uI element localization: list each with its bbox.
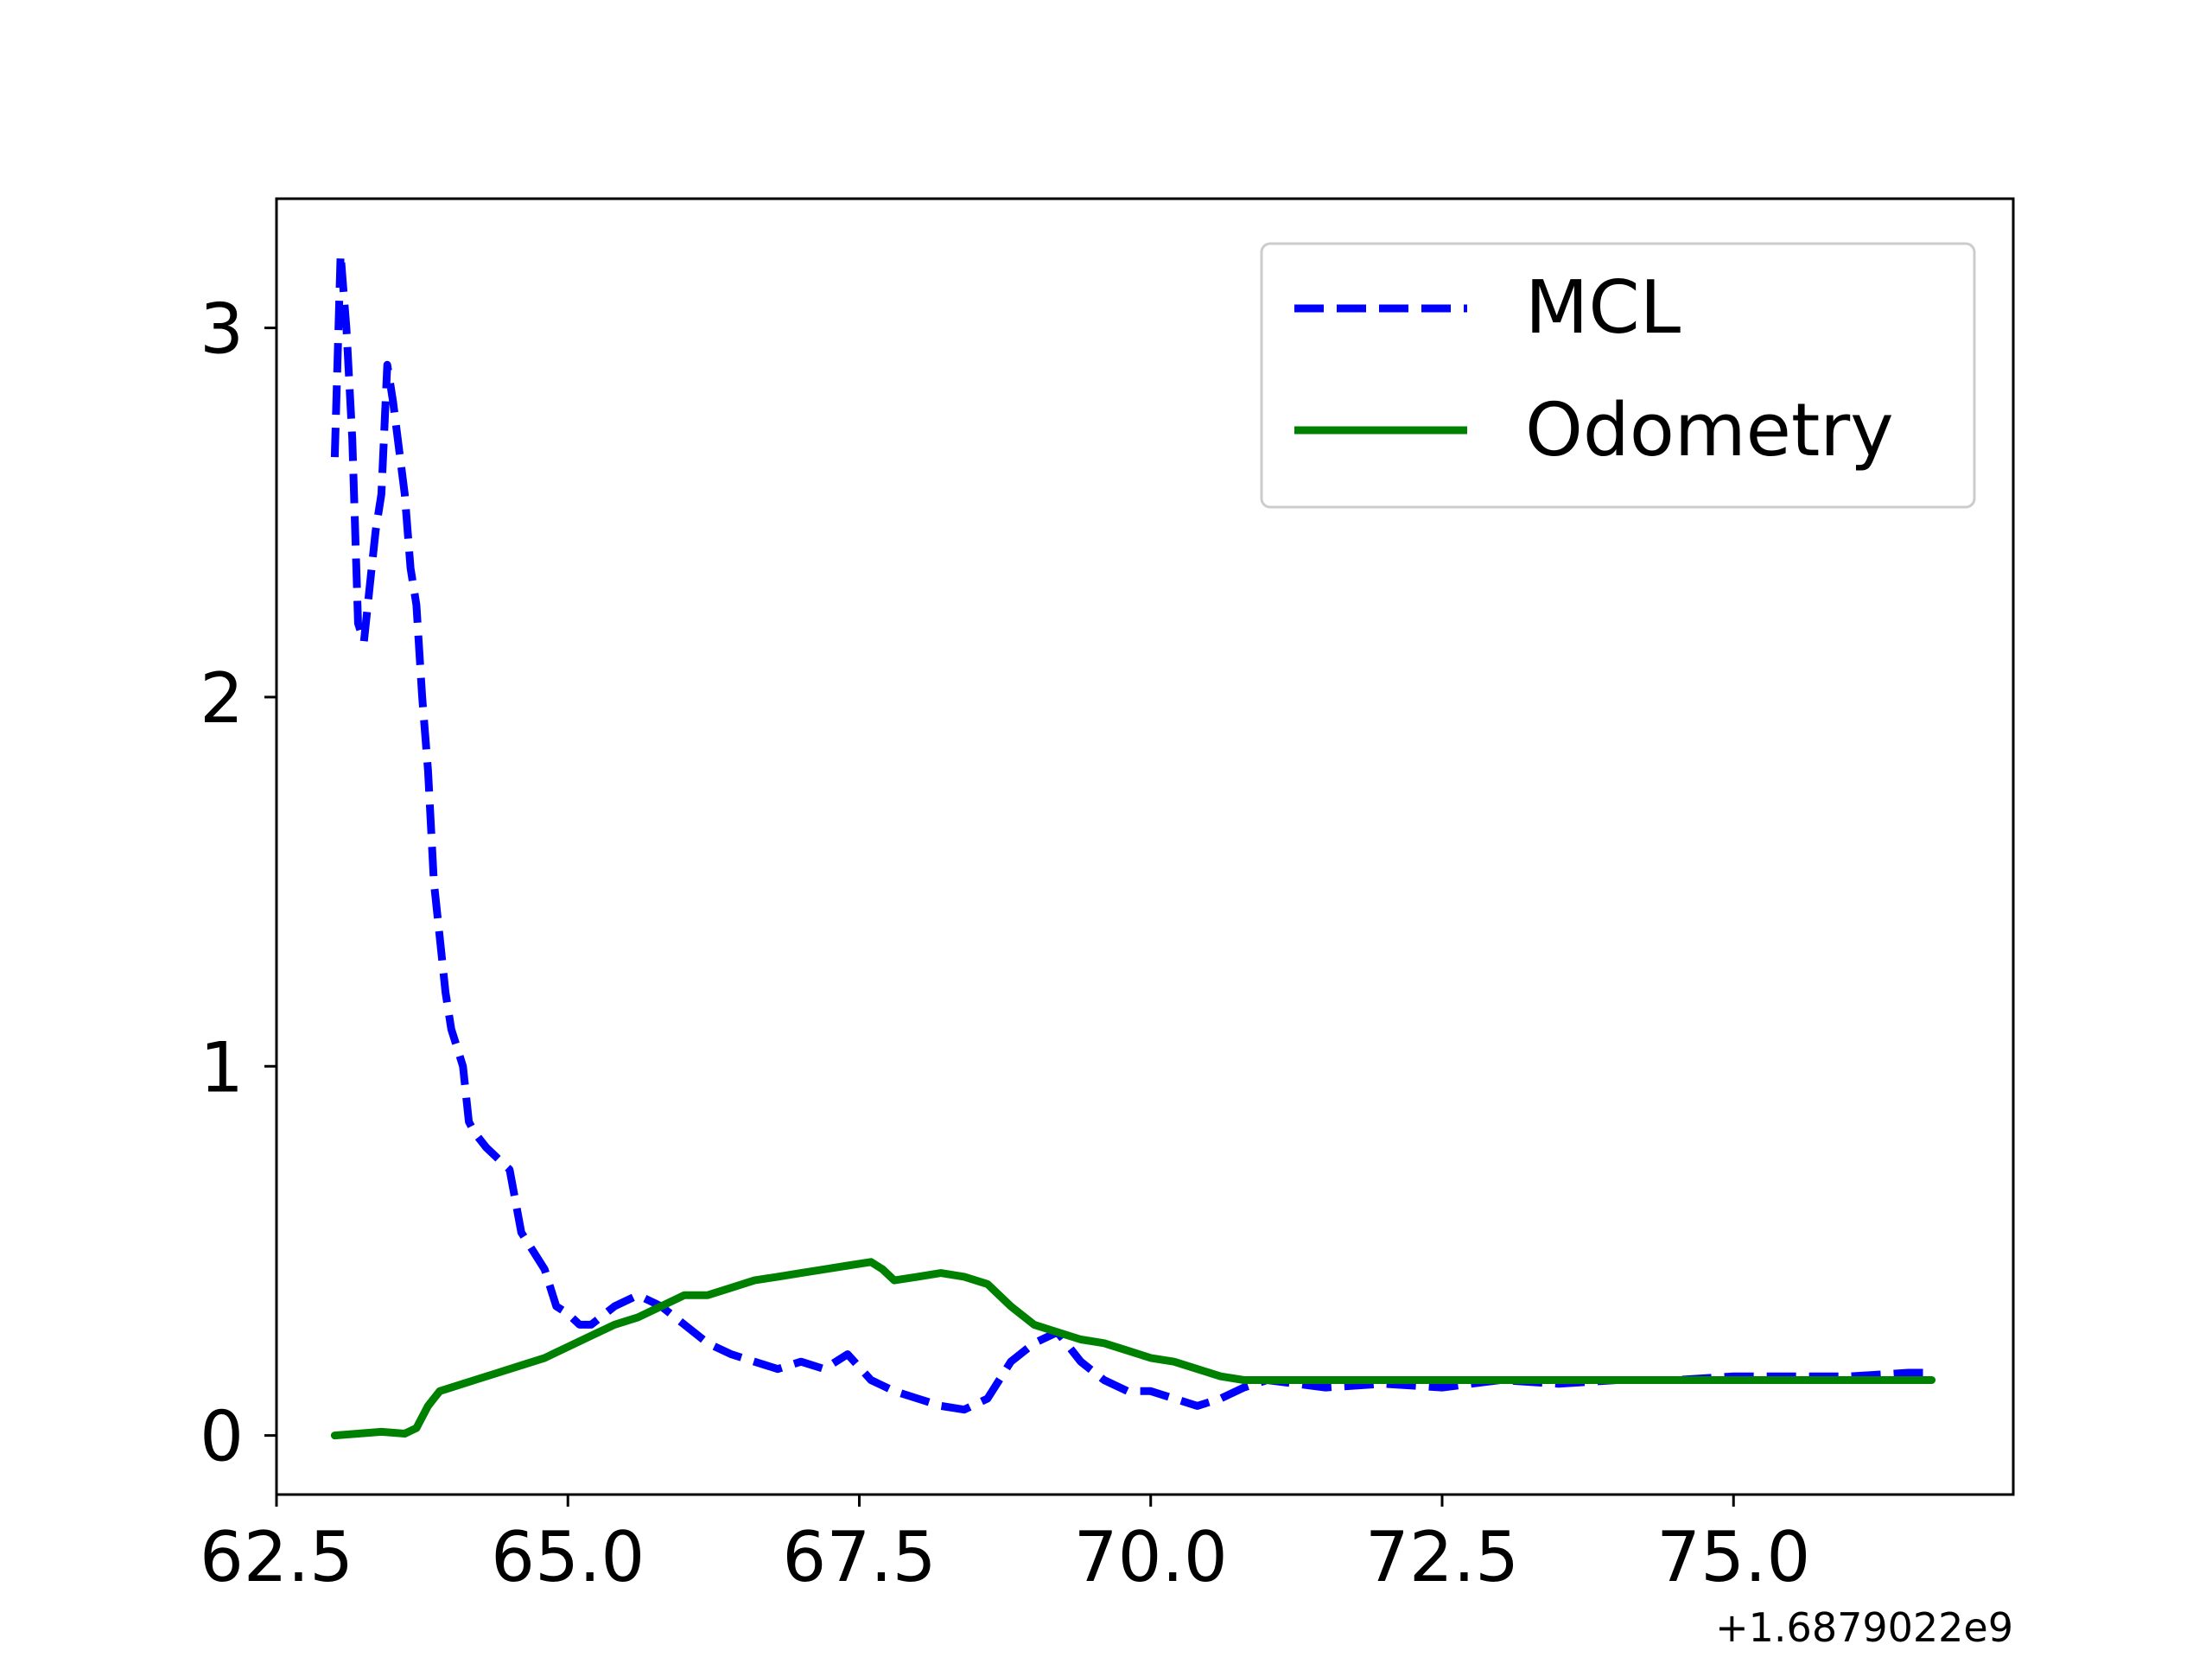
plot-frame — [275, 197, 2015, 1496]
x-axis: 62.5 65.0 67.5 70.0 72.5 75.0 — [200, 1495, 1810, 1597]
y-tick-label: 2 — [200, 658, 244, 739]
x-tick-label: 75.0 — [1656, 1517, 1810, 1597]
series-layer — [330, 250, 1936, 1440]
legend-label-odometry: Odometry — [1525, 388, 1894, 473]
x-tick-label: 72.5 — [1365, 1517, 1519, 1597]
y-axis: 0 1 2 3 — [200, 289, 276, 1477]
x-tick-label: 62.5 — [200, 1517, 353, 1597]
x-tick-label: 65.0 — [491, 1517, 645, 1597]
x-axis-offset-label: +1.6879022e9 — [1715, 1604, 2013, 1651]
y-tick-label: 1 — [200, 1027, 244, 1108]
y-tick-label: 0 — [200, 1397, 244, 1477]
legend: MCL Odometry — [1260, 242, 1976, 509]
series-line-odometry — [330, 1258, 1936, 1440]
x-tick-label: 70.0 — [1074, 1517, 1228, 1597]
legend-label-mcl: MCL — [1525, 265, 1681, 351]
y-tick-label: 3 — [200, 289, 244, 370]
series-line-mcl — [330, 250, 1932, 1414]
x-tick-label: 67.5 — [782, 1517, 936, 1597]
